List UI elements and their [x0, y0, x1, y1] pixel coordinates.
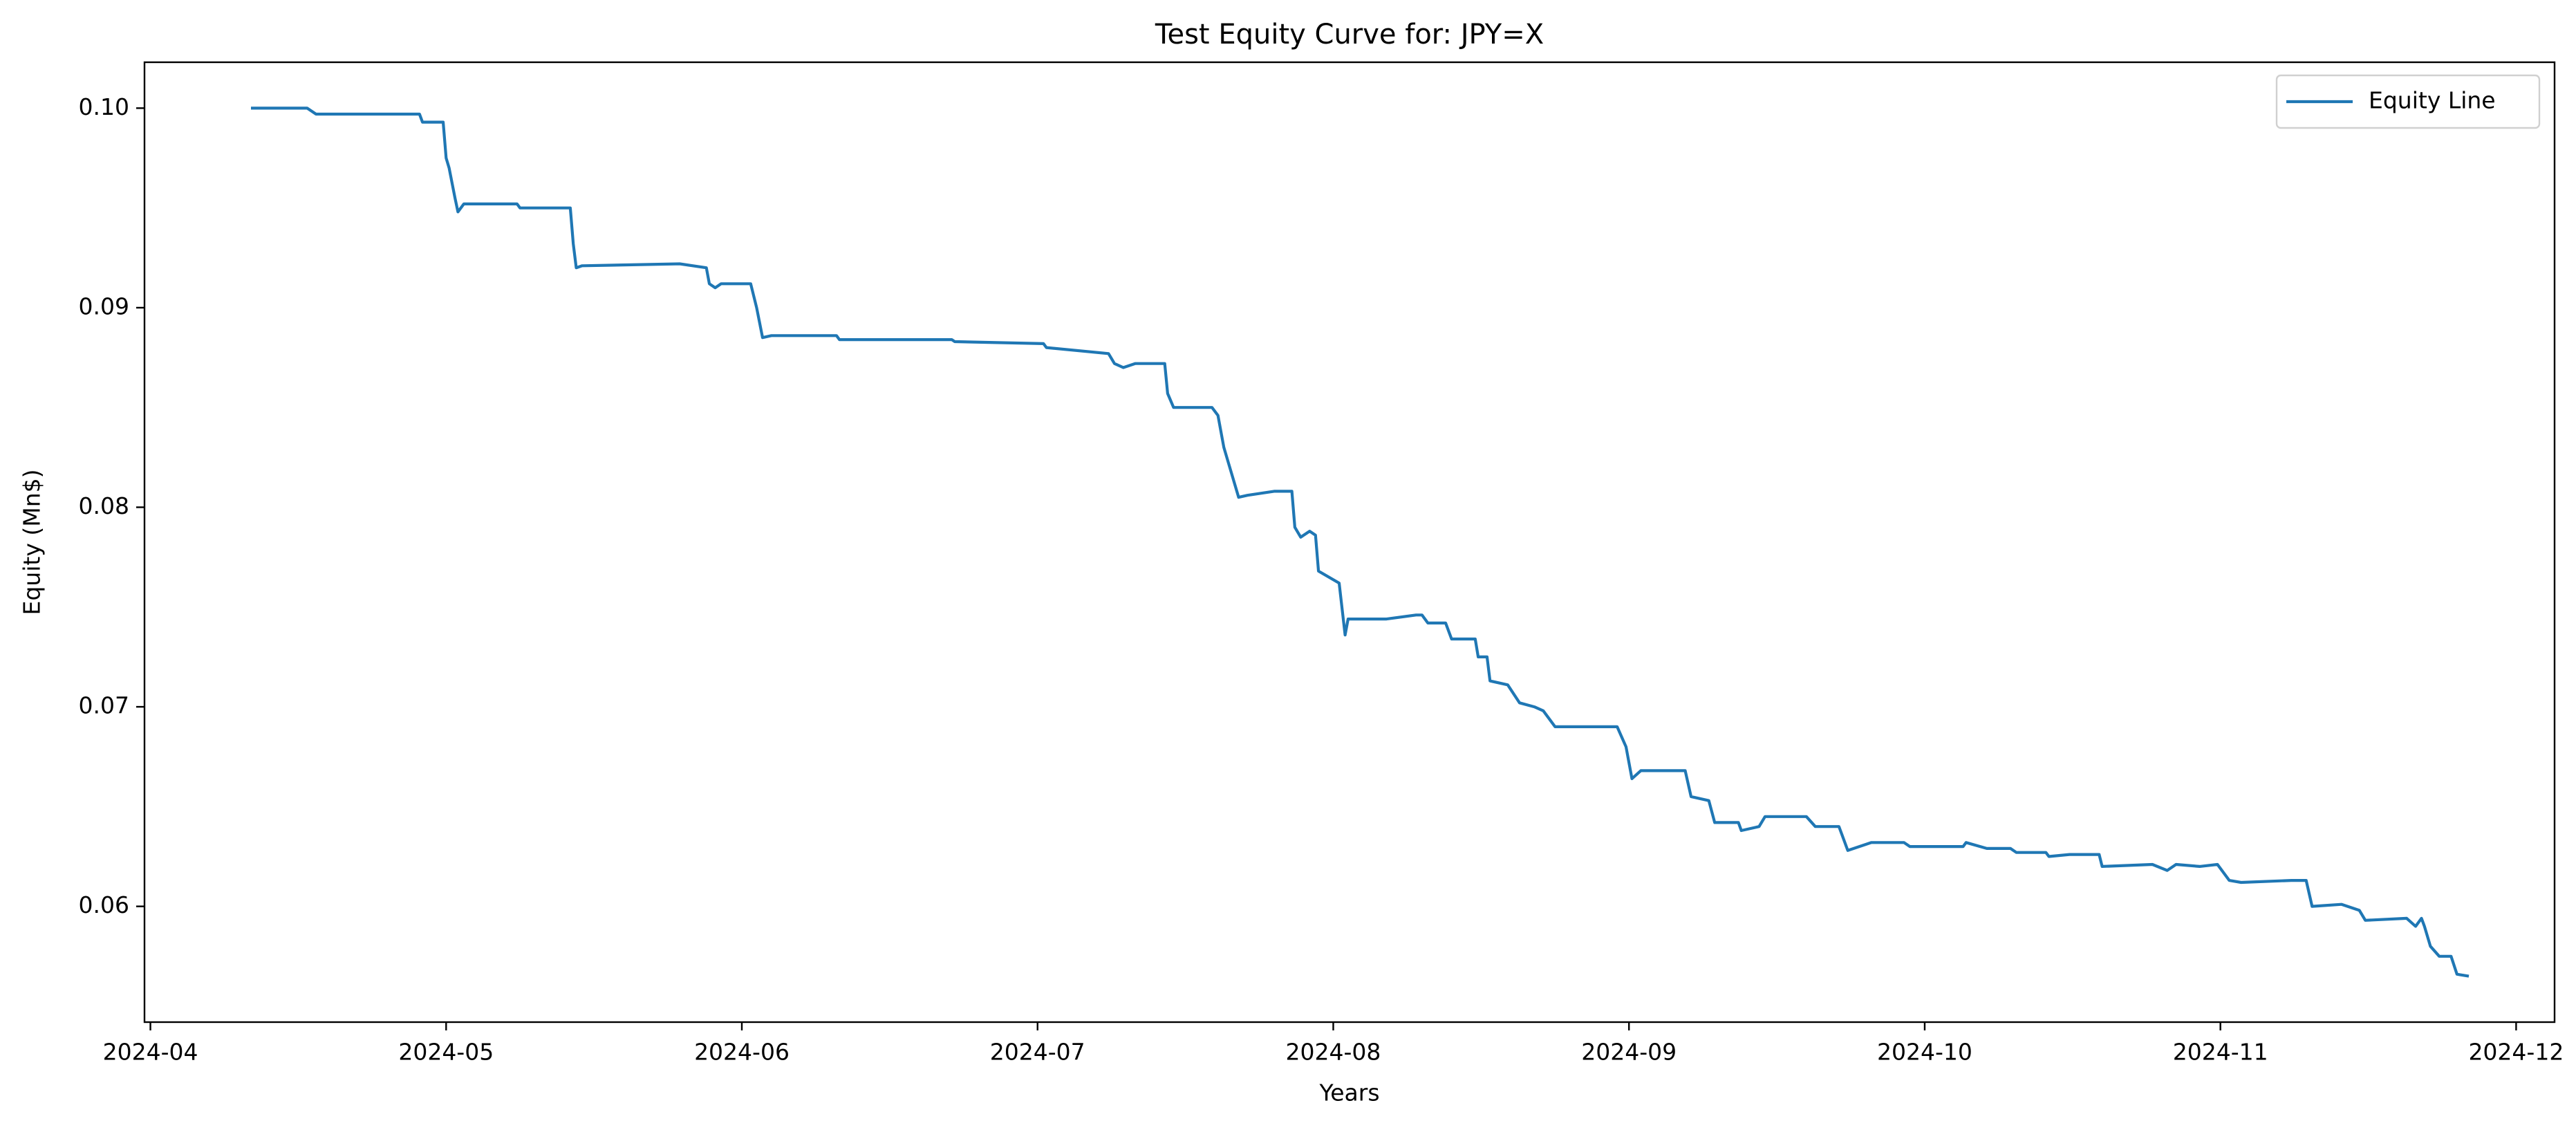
y-tick-label: 0.07 [79, 692, 129, 719]
y-tick-label: 0.08 [79, 492, 129, 519]
y-tick-label: 0.06 [79, 891, 129, 918]
x-tick-label: 2024-11 [2173, 1039, 2268, 1066]
x-tick-label: 2024-10 [1877, 1039, 1972, 1066]
axes-frame [143, 61, 2556, 1024]
x-axis-label: Years [1318, 1080, 1379, 1106]
chart-title: Test Equity Curve for: JPY=X [1155, 19, 1544, 50]
legend-box [2275, 74, 2541, 129]
y-tick-label: 0.10 [79, 93, 129, 120]
x-tick-label: 2024-08 [1286, 1039, 1381, 1066]
x-tick-label: 2024-04 [103, 1039, 198, 1066]
equity-line [251, 106, 2470, 978]
legend: Equity Line [2275, 74, 2541, 129]
x-tick-label: 2024-09 [1581, 1039, 1677, 1066]
plot-area: 0.06 0.07 0.08 0.09 0.10 2024-04 2024-05 2024-0… [79, 74, 2564, 1066]
x-tick-label: 2024-12 [2468, 1039, 2564, 1066]
y-tick-label: 0.09 [79, 293, 129, 319]
y-axis-label: Equity (Mn$) [19, 470, 46, 615]
x-tick-label: 2024-07 [990, 1039, 1085, 1066]
x-tick-label: 2024-06 [694, 1039, 790, 1066]
x-tick-label: 2024-05 [398, 1039, 494, 1066]
legend-label: Equity Line [2369, 87, 2496, 114]
